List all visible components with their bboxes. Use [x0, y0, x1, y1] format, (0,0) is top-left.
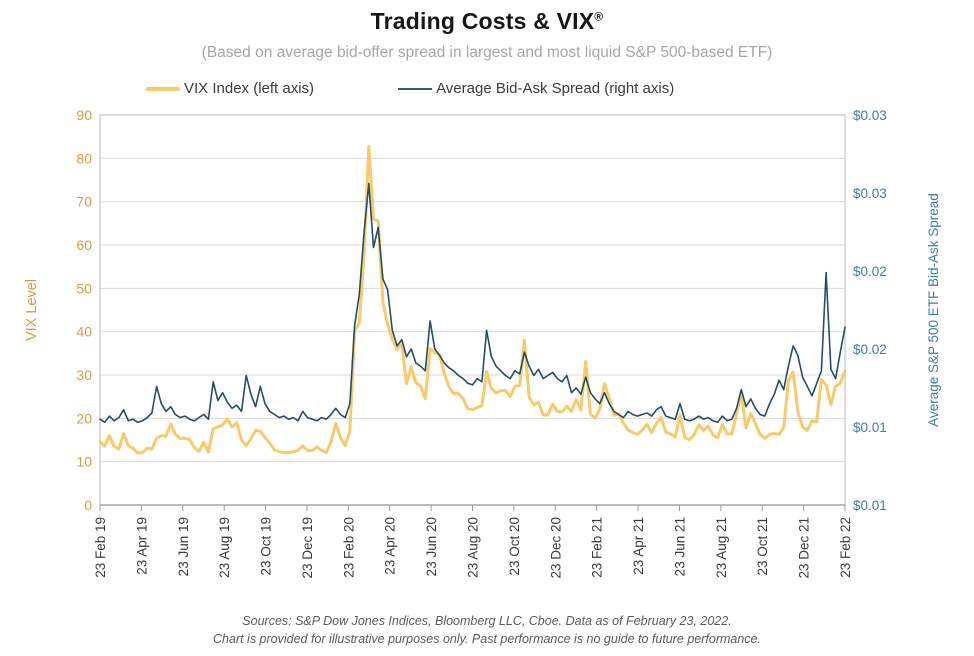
registered-mark: ® — [594, 9, 604, 24]
left-axis-tick-label: 40 — [76, 324, 92, 340]
left-axis-tick-label: 90 — [76, 107, 92, 123]
x-axis-tick-label: 23 Feb 19 — [93, 517, 108, 578]
left-axis-tick-label: 20 — [76, 410, 92, 426]
left-axis-tick-label: 80 — [76, 150, 92, 166]
right-axis-title: Average S&P 500 ETF Bid-Ask Spread — [926, 193, 941, 427]
x-axis-tick-label: 23 Oct 21 — [755, 517, 770, 576]
chart-subtitle: (Based on average bid-offer spread in la… — [201, 44, 773, 61]
title-text: Trading Costs & VIX — [370, 8, 595, 34]
left-axis-title: VIX Level — [24, 279, 40, 341]
spread-line-swatch — [398, 87, 433, 90]
x-axis-tick-label: 23 Jun 20 — [424, 517, 439, 576]
x-axis-tick-label: 23 Apr 21 — [631, 517, 646, 575]
legend-label-vix: VIX Index (left axis) — [184, 80, 315, 97]
x-axis-tick-label: 23 Dec 20 — [548, 517, 563, 579]
right-axis-tick-label: $0.02 — [853, 264, 887, 279]
page-title: Trading Costs & VIX® — [0, 8, 974, 35]
legend-item-spread: Average Bid-Ask Spread (right axis) — [398, 80, 674, 97]
left-axis-tick-label: 60 — [76, 237, 92, 253]
x-axis-tick-label: 23 Dec 21 — [797, 517, 812, 579]
source-line: Sources: S&P Dow Jones Indices, Bloomber… — [242, 614, 732, 628]
legend: VIX Index (left axis) Average Bid-Ask Sp… — [146, 80, 674, 97]
x-axis-tick-label: 23 Dec 19 — [300, 517, 315, 579]
right-axis-tick-label: $0.03 — [853, 186, 887, 201]
legend-item-vix: VIX Index (left axis) — [146, 80, 314, 97]
x-axis-tick-label: 23 Oct 20 — [507, 517, 522, 576]
left-axis-tick-label: 10 — [76, 454, 92, 470]
vix-series-line — [98, 145, 847, 455]
right-axis-tick-label: $0.01 — [853, 420, 887, 435]
x-axis-tick-label: 23 Aug 21 — [714, 517, 729, 578]
x-axis-tick-label: 23 Apr 20 — [383, 517, 398, 575]
x-axis-tick-label: 23 Feb 20 — [341, 517, 356, 578]
spread-series-line — [99, 182, 846, 424]
x-axis-tick-label: 23 Feb 21 — [590, 517, 605, 578]
right-axis-tick-label: $0.02 — [853, 342, 887, 357]
left-axis-tick-label: 70 — [76, 194, 92, 210]
x-axis-tick-label: 23 Jun 21 — [672, 517, 687, 576]
source-note: Sources: S&P Dow Jones Indices, Bloomber… — [0, 612, 974, 648]
left-axis-tick-label: 0 — [84, 497, 92, 513]
plot-border — [99, 114, 846, 506]
left-axis-tick-label: 50 — [76, 280, 92, 296]
right-axis-tick-label: $0.01 — [853, 498, 887, 513]
disclaimer-line: Chart is provided for illustrative purpo… — [213, 632, 761, 647]
x-axis-tick-label: 23 Aug 20 — [466, 517, 481, 578]
left-axis-tick-label: 30 — [76, 367, 92, 383]
right-axis-tick-label: $0.03 — [853, 108, 887, 123]
x-axis-tick-label: 23 Jun 19 — [176, 517, 191, 576]
x-axis-tick-label: 23 Aug 19 — [217, 517, 232, 578]
x-axis-tick-label: 23 Apr 19 — [134, 517, 149, 575]
x-axis-tick-label: 23 Feb 22 — [838, 517, 853, 578]
x-axis-tick-label: 23 Oct 19 — [259, 517, 274, 576]
vix-line-swatch — [146, 86, 180, 91]
legend-label-spread: Average Bid-Ask Spread (right axis) — [436, 80, 675, 97]
